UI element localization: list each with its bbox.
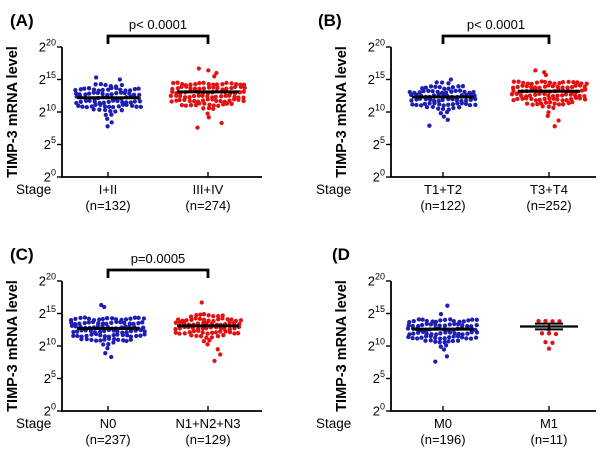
y-tick-label: 220 bbox=[39, 272, 56, 289]
group-label: M1 bbox=[540, 416, 558, 431]
scatter-group bbox=[509, 68, 589, 129]
y-axis-title: TIMP-3 mRNA level bbox=[5, 280, 21, 412]
group-label: M0 bbox=[434, 416, 452, 431]
scatter-group bbox=[68, 302, 147, 360]
y-tick-label: 210 bbox=[39, 337, 56, 354]
group-label: N1+N2+N3 bbox=[175, 416, 240, 431]
x-axis-title: Stage bbox=[16, 182, 51, 197]
group-n-label: (n=252) bbox=[526, 198, 571, 213]
panel-b: (B) p< 0.0001 220 215 210 25 20 TIMP-3 mRNA lev… bbox=[300, 0, 600, 234]
significance-bracket bbox=[106, 268, 210, 278]
group-n-label: (n=237) bbox=[85, 432, 130, 447]
y-tick-label: 215 bbox=[39, 304, 56, 321]
group-n-label: (n=132) bbox=[85, 198, 130, 213]
x-axis-title: Stage bbox=[316, 182, 351, 197]
y-axis-title: TIMP-3 mRNA level bbox=[5, 46, 21, 178]
y-tick-label: 220 bbox=[368, 38, 385, 55]
y-tick-label: 215 bbox=[368, 304, 385, 321]
y-tick-label: 20 bbox=[44, 402, 56, 419]
significance-bracket bbox=[441, 34, 551, 44]
p-value-label: p< 0.0001 bbox=[129, 17, 187, 32]
y-tick-label: 215 bbox=[368, 70, 385, 87]
panel-a: (A) p< 0.0001 220 215 210 25 20 TIMP-3 mRNA lev… bbox=[0, 0, 300, 234]
y-tick-label: 215 bbox=[39, 70, 56, 87]
panel-chart: (C) p=0.0005 220 215 210 25 20 TIMP-3 mRNA leve… bbox=[5, 245, 262, 447]
y-axis-title: TIMP-3 mRNA level bbox=[334, 280, 350, 412]
p-value-label: p=0.0005 bbox=[131, 251, 186, 266]
y-tick-label: 25 bbox=[373, 135, 385, 152]
y-tick-label: 220 bbox=[368, 272, 385, 289]
y-axis-title: TIMP-3 mRNA level bbox=[334, 46, 350, 178]
panel-letter: (D bbox=[332, 245, 350, 264]
y-tick-label: 210 bbox=[368, 337, 385, 354]
y-tick-label: 25 bbox=[44, 369, 56, 386]
axes bbox=[390, 281, 596, 412]
panel-letter: (A) bbox=[10, 11, 34, 30]
y-tick-label: 25 bbox=[44, 135, 56, 152]
group-n-label: (n=11) bbox=[531, 432, 568, 447]
axes bbox=[390, 47, 596, 178]
group-label: I+II bbox=[99, 182, 117, 197]
panel-letter: (C) bbox=[10, 245, 34, 264]
scatter-group bbox=[73, 75, 143, 129]
panel-letter: (B) bbox=[318, 11, 342, 30]
panel-chart: (A) p< 0.0001 220 215 210 25 20 TIMP-3 mRNA lev… bbox=[5, 11, 262, 213]
group-label: T3+T4 bbox=[530, 182, 568, 197]
y-tick-label: 25 bbox=[373, 369, 385, 386]
group-n-label: (n=274) bbox=[185, 198, 230, 213]
p-value-label: p< 0.0001 bbox=[467, 17, 525, 32]
group-n-label: (n=129) bbox=[185, 432, 230, 447]
y-tick-label: 210 bbox=[39, 103, 56, 120]
axes bbox=[61, 281, 262, 412]
axes bbox=[61, 47, 262, 178]
x-axis-title: Stage bbox=[16, 416, 51, 431]
group-n-label: (n=122) bbox=[420, 198, 465, 213]
x-axis-title: Stage bbox=[316, 416, 351, 431]
panel-chart: (B) p< 0.0001 220 215 210 25 20 TIMP-3 mRNA lev… bbox=[316, 11, 596, 213]
panel-d: (D 220 215 210 25 20 TIMP-3 mRNA level Stage M0(… bbox=[300, 234, 600, 468]
panel-c: (C) p=0.0005 220 215 210 25 20 TIMP-3 mRNA leve… bbox=[0, 234, 300, 468]
y-tick-label: 220 bbox=[39, 38, 56, 55]
y-tick-label: 20 bbox=[373, 402, 385, 419]
y-tick-label: 20 bbox=[373, 168, 385, 185]
scatter-group bbox=[173, 300, 244, 364]
scatter-group bbox=[405, 303, 480, 364]
group-label: III+IV bbox=[193, 182, 224, 197]
group-label: N0 bbox=[100, 416, 117, 431]
scatter-group bbox=[168, 66, 247, 130]
y-tick-label: 210 bbox=[368, 103, 385, 120]
group-n-label: (n=196) bbox=[420, 432, 465, 447]
group-label: T1+T2 bbox=[424, 182, 462, 197]
y-tick-label: 20 bbox=[44, 168, 56, 185]
significance-bracket bbox=[106, 34, 210, 44]
scatter-group bbox=[407, 77, 478, 128]
